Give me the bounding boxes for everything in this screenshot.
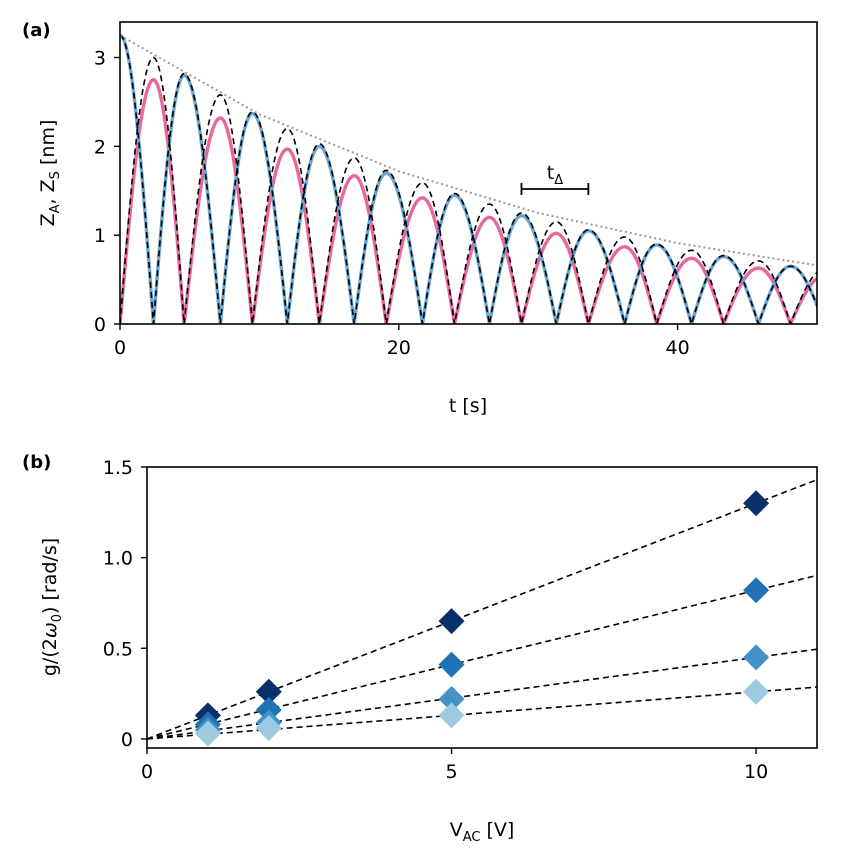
panel-a-x-tick-label: 0	[114, 337, 126, 359]
data-point-series-3	[194, 720, 221, 747]
data-point-series-0	[255, 678, 282, 705]
panel-b-x-tick-label: 10	[744, 761, 768, 783]
panel-a-label: (a)	[22, 20, 51, 41]
panel-b-x-tick-label: 0	[141, 761, 153, 783]
panel-a-y-tick-label: 1	[94, 225, 106, 247]
panel-b-markers	[194, 490, 770, 747]
panel-a-y-axis-label: ZA, ZS [nm]	[37, 120, 63, 227]
panel-a-x-tick-label: 40	[666, 337, 690, 359]
panel-b-fit-lines	[147, 478, 817, 740]
panel-a-frame	[119, 21, 818, 325]
panel-a: (a) 0 20 40 0 1 2 3 t [s] ZA, ZS [nm] tΔ	[22, 20, 818, 417]
panel-b-plot-area	[147, 478, 817, 747]
panel-b-x-tick-label: 5	[445, 761, 457, 783]
data-point-series-3	[743, 678, 770, 705]
panel-a-x-axis-label: t [s]	[449, 395, 487, 417]
panel-a-plot-area	[120, 33, 817, 324]
panel-b: (b) 0 5 10 0 0.5 1.0 1.5 VAC [V] g/(2ω0) [rad/…	[22, 452, 818, 845]
fit-line-series-1	[147, 574, 817, 740]
panel-a-x-tick-label: 20	[387, 337, 411, 359]
panel-a-series-group	[120, 33, 817, 324]
panel-b-y-axis-label: g/(2ω0) [rad/s]	[39, 538, 65, 676]
data-point-series-0	[438, 608, 465, 635]
data-point-series-2	[438, 686, 465, 713]
data-point-series-0	[743, 490, 770, 517]
data-point-series-3	[255, 715, 282, 742]
mode-a-curve	[120, 33, 817, 324]
panel-b-y-tick-label: 0.5	[103, 638, 133, 660]
fit-line-series-3	[147, 686, 817, 740]
panel-a-y-tick-label: 2	[94, 136, 106, 158]
data-point-series-2	[743, 644, 770, 671]
model-dashed-curve-a	[120, 34, 817, 324]
data-point-series-1	[438, 651, 465, 678]
panel-a-y-tick-label: 0	[94, 314, 106, 336]
panel-b-x-axis-label: VAC [V]	[450, 819, 515, 845]
panel-b-label: (b)	[22, 452, 51, 473]
panel-b-y-tick-label: 1.5	[103, 457, 133, 479]
panel-b-y-tick-label: 0	[121, 729, 133, 751]
panel-b-ticks: 0 5 10 0 0.5 1.0 1.5	[103, 457, 768, 783]
panel-a-ticks: 0 20 40 0 1 2 3	[94, 48, 690, 359]
envelope-dotted-curve	[120, 34, 817, 267]
t-delta-label: tΔ	[547, 162, 563, 188]
data-point-series-1	[743, 577, 770, 604]
panel-a-y-tick-label: 3	[94, 48, 106, 70]
model-dashed-curve-s	[120, 56, 817, 324]
t-delta-annotation: tΔ	[520, 162, 590, 195]
panel-b-y-tick-label: 1.0	[103, 548, 133, 570]
fit-line-series-0	[147, 478, 817, 740]
data-point-series-3	[438, 702, 465, 729]
panel-b-frame	[146, 466, 818, 749]
